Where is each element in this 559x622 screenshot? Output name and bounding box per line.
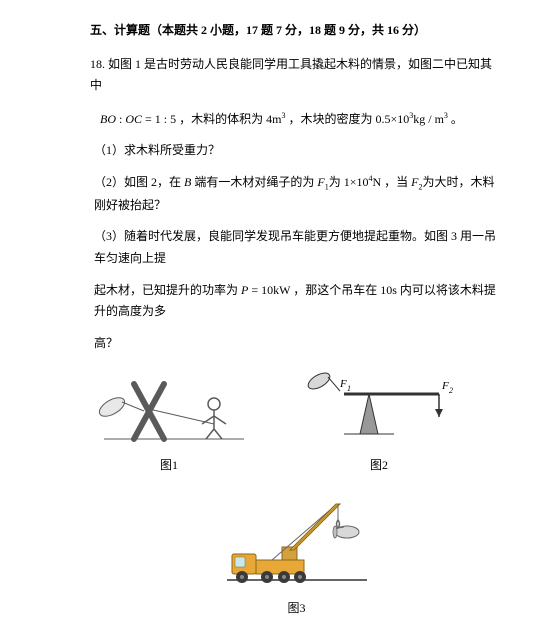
figure-1-svg: [94, 369, 244, 449]
figure-3-svg: [222, 492, 372, 592]
figure-1-caption: 图1: [160, 455, 178, 477]
sub-question-3-line1: （3）随着时代发展，良能同学发现吊车能更方便地提起重物。如图 3 用一吊车匀速向…: [94, 226, 499, 269]
question-intro-text: 如图 1 是古时劳动人民良能同学用工具撬起木料的情景，如图二中已知其中: [90, 57, 492, 93]
figure-2-block: F 1 F 2 图2: [304, 369, 454, 477]
figure-1-block: 图1: [94, 369, 244, 477]
svg-text:1: 1: [347, 384, 351, 393]
svg-text:F: F: [339, 378, 347, 390]
sub-question-1: （1）求木料所受重力？: [94, 140, 499, 162]
svg-text:2: 2: [449, 386, 453, 395]
figure-3-caption: 图3: [287, 598, 305, 620]
question-number: 18.: [90, 57, 105, 71]
figure-3-block: 图3: [94, 492, 499, 620]
svg-text:F: F: [441, 380, 449, 392]
formula-line: BO : OC = 1 : 5 ，木料的体积为 4m3 ，木块的密度为 0.5×…: [100, 109, 499, 131]
figure-2-caption: 图2: [370, 455, 388, 477]
question-intro: 18. 如图 1 是古时劳动人民良能同学用工具撬起木料的情景，如图二中已知其中: [90, 54, 499, 97]
sub-question-3-line3: 高？: [94, 333, 499, 355]
figure-2-svg: F 1 F 2: [304, 369, 454, 449]
figures-row-1: 图1 F 1 F 2 图2: [94, 369, 499, 477]
section-title: 五、计算题（本题共 2 小题，17 题 7 分，18 题 9 分，共 16 分）: [90, 20, 499, 42]
sub-question-3-line2: 起木材，已知提升的功率为 P = 10kW ，那这个吊车在 10s 内可以将该木…: [94, 280, 499, 323]
sub-question-2: （2）如图 2，在 B 端有一木材对绳子的为 F1为 1×104N ，当 F2为…: [94, 172, 499, 216]
